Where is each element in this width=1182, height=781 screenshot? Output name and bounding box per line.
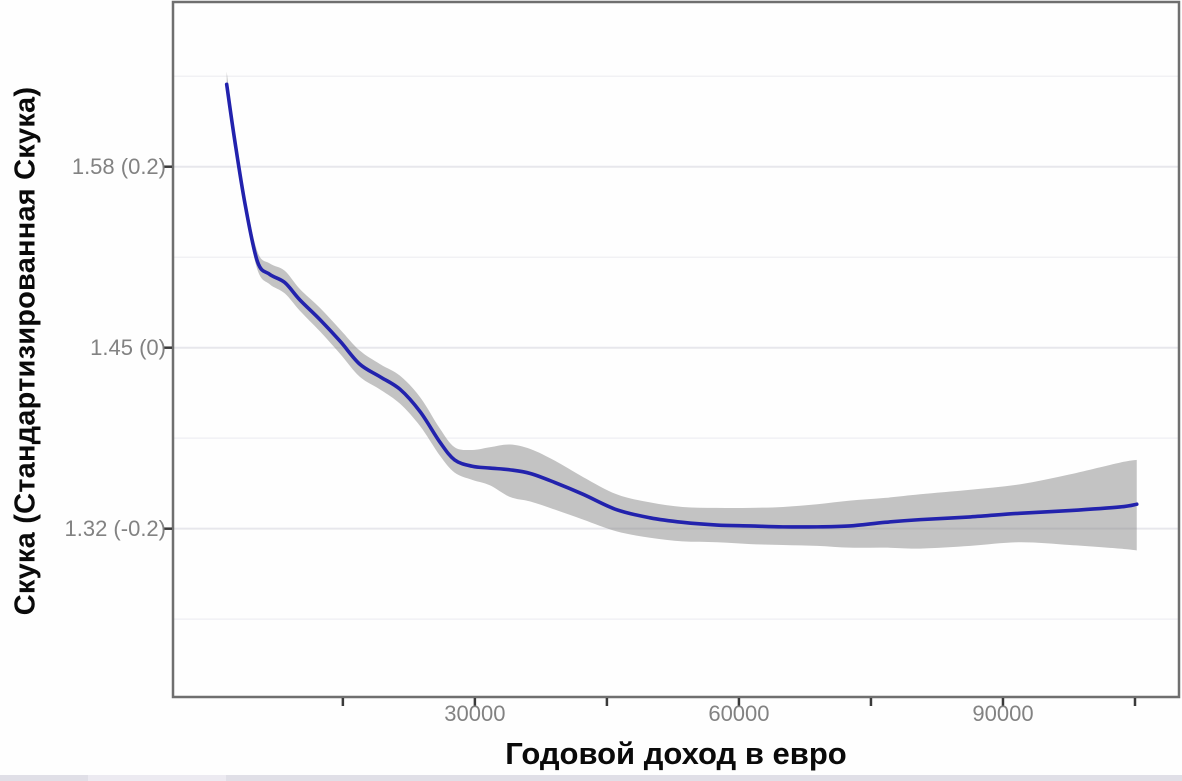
x-tick-label: 90000 <box>972 701 1034 726</box>
smooth-line <box>224 82 1139 529</box>
y-tick-label: 1.45 (0) <box>90 334 166 360</box>
x-tick-label: 30000 <box>444 701 506 726</box>
x-axis-title: Годовой доход в евро <box>505 736 847 771</box>
bottom-edge-bar <box>0 775 1182 781</box>
x-tick-label: 60000 <box>708 701 770 726</box>
confidence-band <box>226 71 1137 551</box>
bottom-edge-bar-highlight <box>88 775 226 781</box>
panel-border <box>171 0 1181 699</box>
y-tick-label: 1.32 (-0.2) <box>64 515 167 541</box>
y-tick-label: 1.58 (0.2) <box>71 153 166 179</box>
